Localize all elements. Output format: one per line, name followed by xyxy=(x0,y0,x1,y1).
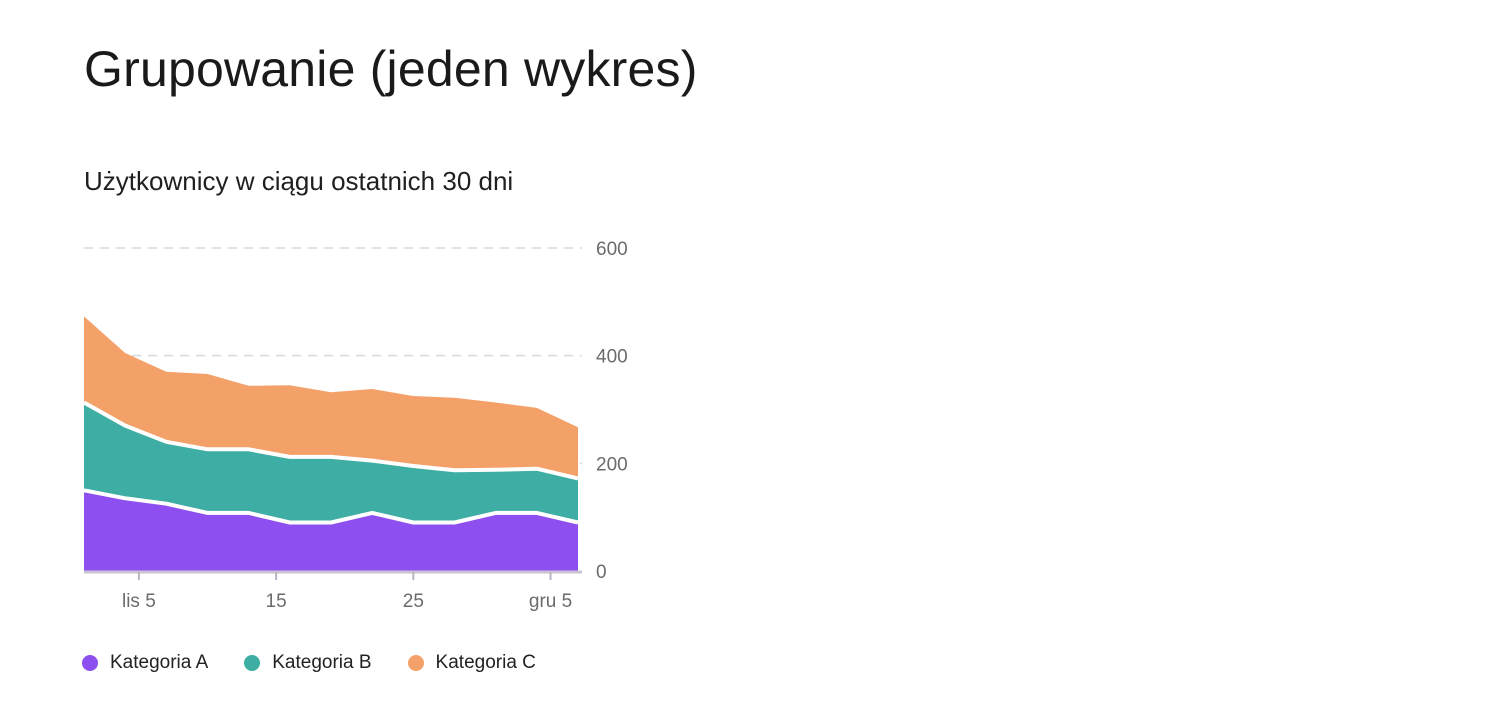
x-tick-label: 15 xyxy=(266,591,287,612)
series-boundary-line-2 xyxy=(83,400,579,481)
page-title: Grupowanie (jeden wykres) xyxy=(84,41,698,97)
legend-swatch xyxy=(244,655,261,671)
area-layer xyxy=(84,316,578,571)
axis-layer xyxy=(84,570,582,580)
legend-label: Kategoria A xyxy=(110,652,209,673)
legend-label: Kategoria B xyxy=(272,652,372,673)
chart-title: Użytkownicy w ciągu ostatnich 30 dni xyxy=(84,166,514,196)
y-tick-label: 600 xyxy=(596,239,628,260)
line-layer xyxy=(83,400,579,525)
legend: Kategoria A Kategoria B Kategoria C xyxy=(82,652,536,674)
legend-swatch xyxy=(82,655,98,671)
y-tick-label: 0 xyxy=(596,562,607,583)
legend-label: Kategoria C xyxy=(435,652,536,673)
label-layer: 0 200 400 600 lis 5 15 25 gru 5 xyxy=(122,239,628,612)
legend-swatch xyxy=(407,655,424,671)
y-tick-label: 400 xyxy=(596,347,628,368)
series-boundary-line-1 xyxy=(83,488,579,525)
y-tick-label: 200 xyxy=(596,454,628,475)
x-tick-label: lis 5 xyxy=(122,591,156,612)
x-tick-label: 25 xyxy=(403,591,424,612)
legend-item-1[interactable]: Kategoria A xyxy=(82,652,208,674)
legend-item-2[interactable]: Kategoria B xyxy=(244,652,372,674)
legend-item-3[interactable]: Kategoria C xyxy=(407,652,536,674)
area-series-2 xyxy=(84,402,578,523)
x-tick-label: gru 5 xyxy=(529,591,572,612)
area-series-3 xyxy=(84,316,578,479)
area-series-1 xyxy=(84,490,578,571)
